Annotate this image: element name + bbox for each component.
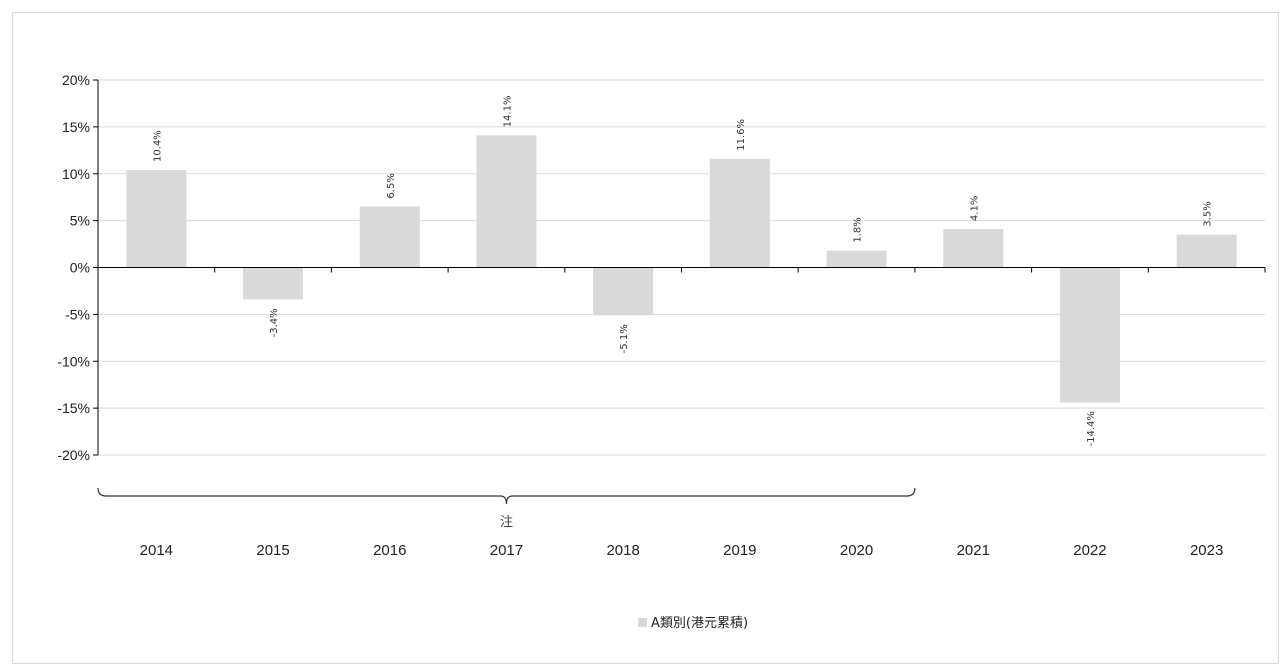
bracket-line — [97, 487, 916, 505]
y-tick-label: 10% — [62, 166, 90, 182]
x-axis-label: 2020 — [840, 542, 873, 559]
data-labels: 10.4% -3.4% 6.5% 14.1% -5.1% 11.6% 1.8% 4.1% -14… — [152, 96, 1213, 447]
bar — [826, 250, 887, 268]
axes — [97, 80, 1266, 455]
data-label: 11.6% — [736, 119, 747, 151]
y-tick-label: -5% — [65, 306, 90, 322]
y-tick-label: 20% — [62, 72, 90, 88]
legend-label: A類別(港元累積) — [651, 616, 748, 631]
x-axis-label: 2022 — [1073, 542, 1106, 559]
data-label: -14.4% — [1086, 411, 1097, 446]
bar — [476, 135, 537, 268]
x-axis-label: 2018 — [606, 542, 639, 559]
annotation-bracket: 注 — [97, 487, 916, 530]
x-axis-label: 2017 — [490, 542, 523, 559]
y-tick-label: 15% — [62, 119, 90, 135]
bar — [709, 158, 770, 268]
bar — [126, 170, 187, 268]
x-axis-label: 2021 — [957, 542, 990, 559]
y-axis-ticks: 20% 15% 10% 5% 0% -5% -10% -15% -20% — [57, 72, 98, 463]
data-label: 1.8% — [853, 217, 864, 242]
annotation-text: 注 — [500, 515, 513, 530]
bar — [359, 206, 420, 268]
data-label: 6.5% — [386, 173, 397, 198]
x-axis-label: 2014 — [140, 542, 173, 559]
data-label: 14.1% — [502, 96, 513, 128]
y-tick-label: 0% — [70, 260, 90, 276]
bar — [1059, 267, 1120, 403]
x-axis-label: 2019 — [723, 542, 756, 559]
y-tick-label: -10% — [57, 353, 90, 369]
data-label: 3.5% — [1203, 201, 1214, 226]
x-axis-label: 2015 — [256, 542, 289, 559]
legend-swatch — [638, 618, 647, 627]
data-label: -3.4% — [269, 308, 280, 337]
x-axis-label: 2016 — [373, 542, 406, 559]
bars — [126, 135, 1237, 403]
y-tick-label: -15% — [57, 400, 90, 416]
bar — [1176, 234, 1237, 268]
y-tick-label: 5% — [70, 213, 90, 229]
bar — [593, 267, 654, 316]
bar — [243, 267, 304, 300]
bar — [943, 229, 1004, 268]
x-axis-label: 2023 — [1190, 542, 1223, 559]
x-axis-labels: 2014 2015 2016 2017 2018 2019 2020 2021 2022 2023 — [140, 542, 1224, 559]
y-tick-label: -20% — [57, 447, 90, 463]
data-label: -5.1% — [619, 324, 630, 353]
data-label: 10.4% — [152, 130, 163, 162]
data-label: 4.1% — [969, 196, 980, 221]
legend: A類別(港元累積) — [638, 616, 748, 631]
